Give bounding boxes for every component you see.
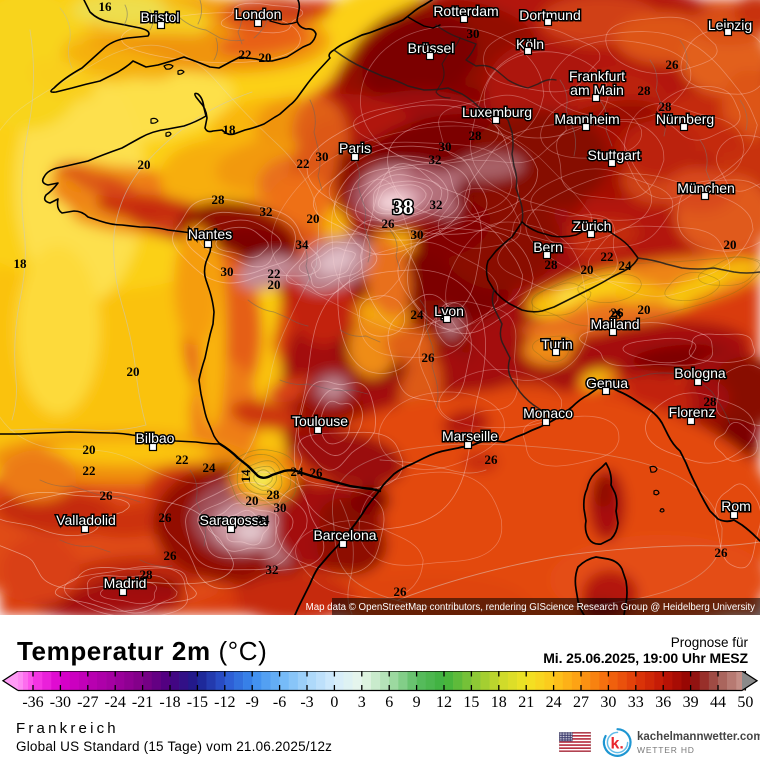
svg-text:am Main: am Main [570, 82, 624, 98]
svg-text:20: 20 [83, 442, 96, 457]
svg-text:22: 22 [83, 463, 96, 478]
svg-text:26: 26 [100, 488, 114, 503]
svg-text:Bilbao: Bilbao [136, 430, 175, 446]
svg-text:20: 20 [138, 157, 151, 172]
svg-text:Luxemburg: Luxemburg [462, 104, 532, 120]
svg-text:28: 28 [212, 192, 226, 207]
svg-text:32: 32 [430, 197, 443, 212]
svg-text:20: 20 [268, 277, 281, 292]
svg-text:Leipzig: Leipzig [708, 17, 752, 33]
svg-text:Frankfurt: Frankfurt [569, 68, 625, 84]
svg-text:k.: k. [611, 736, 624, 753]
svg-text:18: 18 [14, 256, 28, 271]
svg-text:20: 20 [259, 50, 272, 65]
svg-text:30: 30 [316, 149, 329, 164]
svg-text:Madrid: Madrid [104, 575, 147, 591]
svg-text:Toulouse: Toulouse [292, 413, 348, 429]
svg-text:20: 20 [581, 262, 594, 277]
svg-text:14: 14 [238, 469, 253, 483]
svg-text:26: 26 [394, 584, 408, 599]
svg-text:20: 20 [638, 302, 651, 317]
svg-text:26: 26 [382, 216, 396, 231]
svg-text:Marseille: Marseille [442, 428, 498, 444]
svg-text:26: 26 [485, 452, 499, 467]
svg-text:Brüssel: Brüssel [408, 40, 455, 56]
svg-text:26: 26 [159, 510, 173, 525]
svg-text:28: 28 [545, 257, 559, 272]
svg-text:20: 20 [246, 493, 259, 508]
svg-text:Turin: Turin [541, 336, 572, 352]
svg-text:Dortmund: Dortmund [519, 7, 580, 23]
svg-text:28: 28 [638, 83, 652, 98]
svg-text:30: 30 [274, 500, 287, 515]
svg-text:Stuttgart: Stuttgart [588, 147, 641, 163]
svg-text:Rom: Rom [721, 498, 751, 514]
svg-text:Genua: Genua [586, 375, 628, 391]
svg-text:Barcelona: Barcelona [313, 527, 376, 543]
svg-text:28: 28 [267, 487, 281, 502]
svg-text:Köln: Köln [516, 36, 544, 52]
svg-text:24: 24 [411, 307, 425, 322]
svg-text:24: 24 [291, 464, 305, 479]
svg-text:24: 24 [203, 460, 217, 475]
svg-text:30: 30 [467, 26, 480, 41]
svg-text:26: 26 [422, 350, 436, 365]
svg-text:München: München [677, 180, 735, 196]
svg-text:32: 32 [260, 204, 273, 219]
svg-text:30: 30 [411, 227, 424, 242]
svg-text:London: London [235, 6, 282, 22]
svg-text:24: 24 [619, 258, 633, 273]
svg-text:Florenz: Florenz [669, 404, 716, 420]
svg-text:Paris: Paris [339, 140, 371, 156]
svg-text:30: 30 [221, 264, 234, 279]
svg-text:Map data © OpenStreetMap contr: Map data © OpenStreetMap contributors, r… [306, 602, 756, 613]
svg-text:28: 28 [609, 307, 623, 322]
svg-text:32: 32 [266, 562, 279, 577]
svg-text:Lyon: Lyon [434, 303, 464, 319]
svg-text:20: 20 [127, 364, 140, 379]
svg-text:26: 26 [666, 57, 680, 72]
svg-text:16: 16 [99, 0, 113, 14]
svg-text:22: 22 [601, 249, 614, 264]
svg-text:Rotterdam: Rotterdam [433, 3, 498, 19]
svg-text:Bologna: Bologna [674, 365, 726, 381]
svg-text:28: 28 [469, 128, 483, 143]
svg-text:28: 28 [704, 394, 718, 409]
svg-text:26: 26 [164, 548, 178, 563]
svg-text:Monaco: Monaco [523, 405, 573, 421]
svg-text:28: 28 [140, 567, 154, 582]
svg-text:32: 32 [429, 152, 442, 167]
svg-text:Nantes: Nantes [188, 226, 232, 242]
svg-text:Valladolid: Valladolid [56, 512, 116, 528]
svg-text:28: 28 [659, 99, 673, 114]
svg-text:26: 26 [715, 545, 729, 560]
svg-text:22: 22 [239, 47, 252, 62]
svg-text:Bristol: Bristol [141, 9, 180, 25]
svg-text:Bern: Bern [533, 239, 563, 255]
svg-text:22: 22 [176, 452, 189, 467]
svg-text:26: 26 [310, 465, 324, 480]
svg-text:34: 34 [257, 512, 271, 527]
svg-text:20: 20 [307, 211, 320, 226]
svg-text:22: 22 [268, 266, 281, 281]
svg-text:20: 20 [724, 237, 737, 252]
svg-text:18: 18 [223, 122, 237, 137]
svg-text:Saragossa: Saragossa [200, 512, 267, 528]
svg-text:26: 26 [611, 305, 625, 320]
svg-text:Nürnberg: Nürnberg [656, 111, 714, 127]
svg-text:34: 34 [296, 237, 310, 252]
svg-text:Mannheim: Mannheim [554, 111, 619, 127]
svg-text:Zürich: Zürich [573, 218, 612, 234]
svg-text:22: 22 [297, 156, 310, 171]
svg-text:38: 38 [393, 195, 414, 219]
svg-text:Mailand: Mailand [590, 316, 639, 332]
svg-text:30: 30 [439, 139, 452, 154]
